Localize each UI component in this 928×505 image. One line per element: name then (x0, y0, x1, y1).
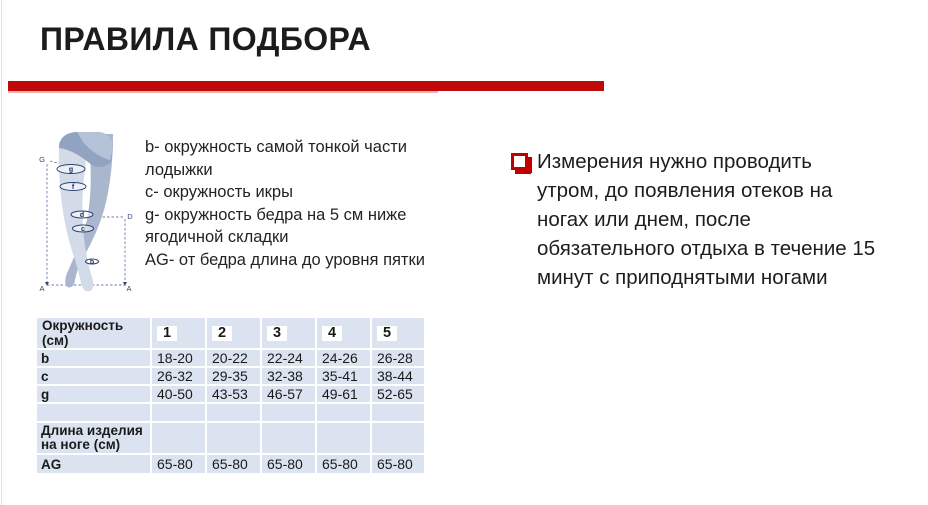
cell-b-5: 26-28 (372, 350, 424, 366)
cell-ag-2: 65-80 (207, 455, 260, 473)
size-header-cell: 3 (262, 318, 315, 348)
size-5: 5 (377, 326, 398, 341)
table-row-ag: AG 65-80 65-80 65-80 65-80 65-80 (37, 455, 424, 473)
cell-g-2: 43-53 (207, 386, 260, 402)
table-header-row: Окружность (см) 1 2 3 4 5 (37, 318, 424, 348)
cell-b-3: 22-24 (262, 350, 315, 366)
measurement-legend: b- окружность самой тонкой части лодыжки… (145, 136, 475, 271)
corner-label-G: G (39, 155, 45, 164)
right-arrow-marker (123, 282, 127, 286)
corner-label-A-left: A (39, 284, 44, 293)
legend-item-g: g- окружность бедра на 5 см ниже ягодичн… (145, 205, 407, 247)
legs-measurement-diagram: g f d c b G D A A (39, 132, 133, 293)
title-accent-bar (8, 81, 604, 91)
table-row-g: g 40-50 43-53 46-57 49-61 52-65 (37, 386, 424, 402)
corner-label-D: D (127, 212, 133, 221)
size-header-cell: 2 (207, 318, 260, 348)
row-label-c: c (37, 368, 150, 384)
cell-g-4: 49-61 (317, 386, 370, 402)
cell-b-1: 18-20 (152, 350, 205, 366)
size-header-cell: 5 (372, 318, 424, 348)
cell-ag-5: 65-80 (372, 455, 424, 473)
band-label-g: g (69, 167, 73, 174)
cell-g-3: 46-57 (262, 386, 315, 402)
band-label-d: d (80, 212, 84, 219)
cell-g-5: 52-65 (372, 386, 424, 402)
size-header-cell: 4 (317, 318, 370, 348)
cell-c-2: 29-35 (207, 368, 260, 384)
square-bullet-icon (511, 153, 532, 174)
page-title: ПРАВИЛА ПОДБОРА (40, 21, 371, 57)
size-2: 2 (212, 326, 233, 341)
corner-label-A-right: A (126, 284, 131, 293)
band-label-f: f (72, 184, 75, 191)
cell-ag-4: 65-80 (317, 455, 370, 473)
size-table: Окружность (см) 1 2 3 4 5 b 18-20 20-22 … (35, 316, 426, 475)
table-length-header-row: Длина изделия на ноге (см) (37, 423, 424, 453)
band-label-b: b (90, 259, 94, 266)
cell-c-4: 35-41 (317, 368, 370, 384)
size-4: 4 (322, 326, 343, 341)
table-row-b: b 18-20 20-22 22-24 24-26 26-28 (37, 350, 424, 366)
cell-c-1: 26-32 (152, 368, 205, 384)
circumference-header-cell: Окружность (см) (37, 318, 150, 348)
cell-b-4: 24-26 (317, 350, 370, 366)
size-1: 1 (157, 326, 178, 341)
cell-g-1: 40-50 (152, 386, 205, 402)
row-label-b: b (37, 350, 150, 366)
table-spacer-row (37, 404, 424, 421)
size-3: 3 (267, 326, 288, 341)
size-header-cell: 1 (152, 318, 205, 348)
measurement-note: Измерения нужно проводить утром, до появ… (537, 150, 876, 289)
cell-c-3: 32-38 (262, 368, 315, 384)
title-accent-underline (8, 91, 438, 93)
row-label-g: g (37, 386, 150, 402)
legend-item-ag: AG- от бедра длина до уровня пятки (145, 250, 425, 269)
cell-c-5: 38-44 (372, 368, 424, 384)
left-arrow-marker (45, 282, 49, 286)
legend-item-c: c- окружность икры (145, 183, 293, 201)
measurement-bands (56, 164, 99, 265)
legend-item-b: b- окружность самой тонкой части лодыжки (145, 138, 407, 179)
hip-highlight-shape (77, 132, 113, 160)
cell-b-2: 20-22 (207, 350, 260, 366)
table-row-c: c 26-32 29-35 32-38 35-41 38-44 (37, 368, 424, 384)
band-label-c: c (81, 226, 85, 233)
length-section-header: Длина изделия на ноге (см) (37, 423, 150, 453)
row-label-ag: AG (37, 455, 150, 473)
cell-ag-3: 65-80 (262, 455, 315, 473)
cell-ag-1: 65-80 (152, 455, 205, 473)
slide-left-edge (1, 0, 2, 505)
